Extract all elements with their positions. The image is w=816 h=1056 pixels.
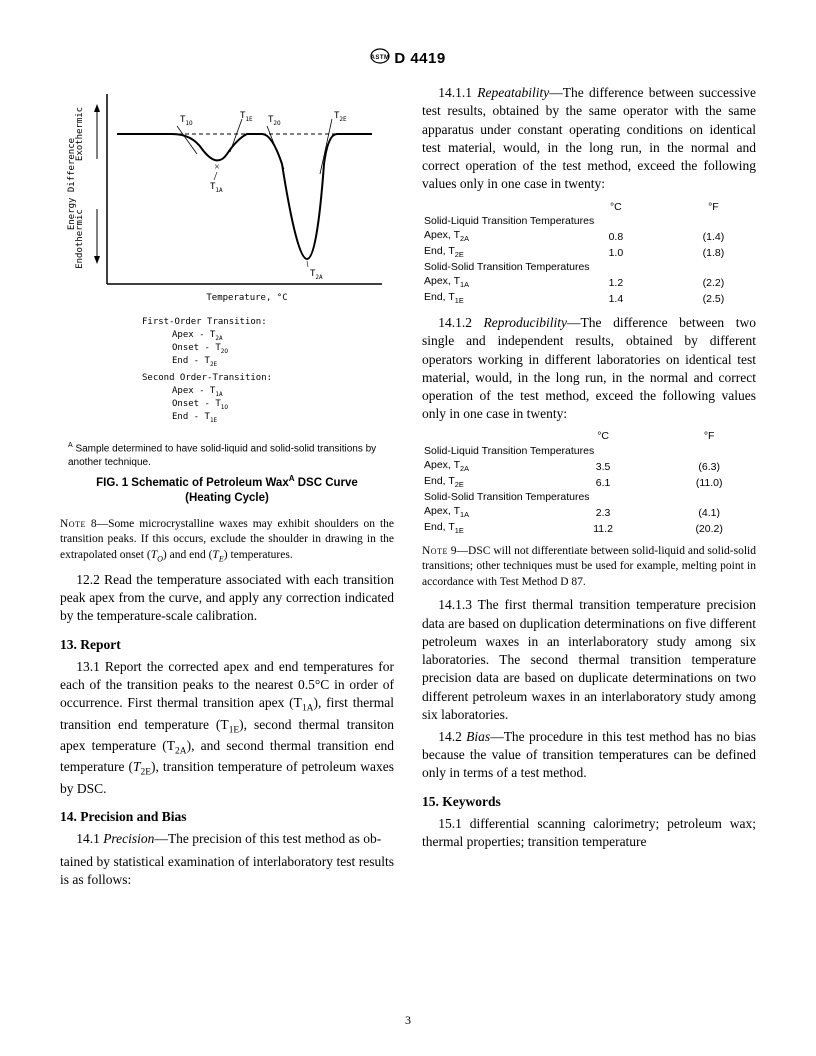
- xlabel: Temperature, °C: [206, 293, 287, 303]
- para-12-2: 12.2 Read the temperature associated wit…: [60, 571, 394, 626]
- para-14-1-2: 14.1.2 Reproducibility—The difference be…: [422, 314, 756, 423]
- page-number: 3: [0, 1012, 816, 1028]
- para-14-1-1: 14.1.1 Repeatability—The difference betw…: [422, 84, 756, 193]
- note-9: Note 9—DSC will not differentiate betwee…: [422, 544, 756, 591]
- repeatability-table: °C°F Solid-Liquid Transition Temperature…: [422, 200, 756, 307]
- ylabel-endo: Endothermic: [75, 209, 85, 269]
- svg-text:End - T2E: End - T2E: [172, 356, 218, 368]
- figure-caption: FIG. 1 Schematic of Petroleum WaxA DSC C…: [60, 474, 394, 507]
- table-row: Apex, T2A0.8(1.4): [422, 228, 756, 244]
- svg-text:End - T1E: End - T1E: [172, 412, 218, 424]
- svg-text:First-Order Transition:: First-Order Transition:: [142, 317, 267, 327]
- table-row: End, T2E1.0(1.8): [422, 244, 756, 260]
- table-row: End, T1E11.2(20.2): [422, 520, 756, 536]
- section-14-head: 14. Precision and Bias: [60, 808, 394, 826]
- svg-text:Onset - T2O: Onset - T2O: [172, 343, 228, 355]
- table-row: Apex, T2A3.5(6.3): [422, 458, 756, 474]
- reproducibility-table: °C°F Solid-Liquid Transition Temperature…: [422, 429, 756, 536]
- svg-text:T1O: T1O: [180, 115, 193, 127]
- dsc-curve-chart: Exothermic Energy Difference Endothermic…: [62, 84, 392, 434]
- table-row: Apex, T1A1.2(2.2): [422, 274, 756, 290]
- designation: D 4419: [394, 50, 445, 67]
- para-14-1-cont: tained by statistical examination of int…: [60, 853, 394, 889]
- astm-logo: ASTM: [370, 48, 390, 70]
- para-15-1: 15.1 differential scanning calorimetry; …: [422, 815, 756, 851]
- para-13-1: 13.1 Report the corrected apex and end t…: [60, 658, 394, 798]
- svg-text:Apex - T1A: Apex - T1A: [172, 386, 223, 398]
- svg-text:T1A: T1A: [210, 182, 223, 194]
- svg-text:ASTM: ASTM: [371, 55, 390, 61]
- svg-text:T2O: T2O: [268, 115, 281, 127]
- section-13-head: 13. Report: [60, 636, 394, 654]
- para-14-1: 14.1 Precision—The precision of this tes…: [60, 830, 394, 848]
- table-row: Apex, T1A2.3(4.1): [422, 504, 756, 520]
- section-15-head: 15. Keywords: [422, 793, 756, 811]
- svg-text:Onset - T1O: Onset - T1O: [172, 399, 228, 411]
- page-header: ASTM D 4419: [60, 48, 756, 70]
- note-8: Note 8—Some microcrystalline waxes may e…: [60, 517, 394, 565]
- svg-text:×: ×: [214, 162, 220, 173]
- svg-text:T2E: T2E: [334, 111, 347, 123]
- figure-footnote: A Sample determined to have solid-liquid…: [68, 441, 394, 469]
- svg-text:T1E: T1E: [240, 111, 253, 123]
- figure-1: Exothermic Energy Difference Endothermic…: [60, 84, 394, 506]
- para-14-1-3: 14.1.3 The first thermal transition temp…: [422, 596, 756, 724]
- table-row: End, T1E1.4(2.5): [422, 290, 756, 306]
- para-14-2: 14.2 Bias—The procedure in this test met…: [422, 728, 756, 783]
- svg-text:T2A: T2A: [310, 269, 323, 281]
- svg-text:Apex - T2A: Apex - T2A: [172, 330, 223, 342]
- table-row: End, T2E6.1(11.0): [422, 474, 756, 490]
- svg-text:Second Order-Transition:: Second Order-Transition:: [142, 373, 272, 383]
